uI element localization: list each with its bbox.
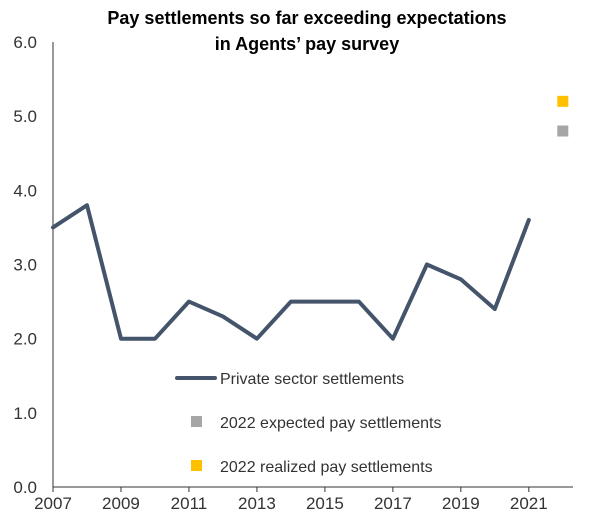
x-tick-label: 2013: [238, 494, 276, 513]
x-tick-label: 2011: [171, 494, 208, 513]
x-tick-label: 2007: [34, 494, 72, 513]
x-tick-label: 2009: [102, 494, 140, 513]
y-tick-label: 4.0: [13, 181, 37, 200]
series-line-private-sector: [51, 203, 531, 341]
y-tick-label: 0.0: [13, 478, 37, 497]
y-tick-label: 1.0: [13, 404, 37, 423]
y-tick-label: 5.0: [13, 107, 37, 126]
y-tick-label: 2.0: [13, 330, 37, 349]
chart-title-line-2: in Agents’ pay survey: [215, 34, 399, 54]
legend: Private sector settlements 2022 expected …: [175, 371, 441, 476]
axes: 0.0 1.0 2.0 3.0 4.0 5.0 6.0 2007 2009 2011 2013 201…: [13, 33, 573, 513]
series-layer: [51, 95, 569, 341]
legend-swatch-expected: [191, 416, 202, 427]
chart-title-line-1: Pay settlements so far exceeding expecta…: [107, 8, 506, 28]
legend-label: 2022 expected pay settlements: [220, 415, 441, 432]
y-tick-label: 3.0: [13, 256, 37, 275]
x-tick-label: 2019: [442, 494, 480, 513]
legend-label: Private sector settlements: [220, 371, 404, 388]
x-tick-label: 2021: [510, 494, 548, 513]
marker-2022-realized: [557, 95, 569, 107]
legend-swatch-realized: [191, 460, 202, 471]
x-tick-label: 2015: [306, 494, 344, 513]
legend-label: 2022 realized pay settlements: [220, 459, 433, 476]
x-tick-label: 2017: [374, 494, 412, 513]
y-tick-label: 6.0: [13, 33, 37, 52]
marker-2022-expected: [557, 125, 569, 137]
